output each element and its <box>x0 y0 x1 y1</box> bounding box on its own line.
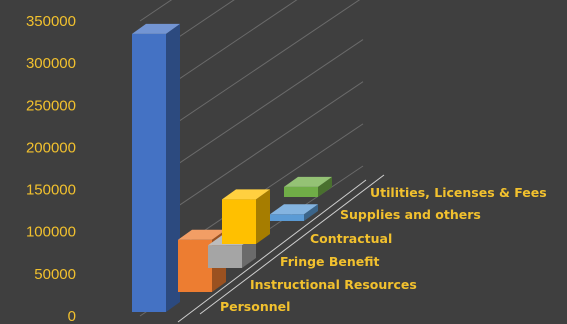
floor-front-edge <box>177 179 367 323</box>
bar-front <box>270 214 304 221</box>
bar-side <box>256 189 270 244</box>
y-tick-label: 200000 <box>26 139 76 156</box>
y-tick-label: 250000 <box>26 97 76 114</box>
bar-top <box>222 189 270 200</box>
y-tick-label: 350000 <box>26 13 76 30</box>
category-label: Utilities, Licenses & Fees <box>370 185 547 200</box>
bar-side <box>166 23 180 312</box>
bar-top <box>132 23 180 34</box>
bar <box>132 23 180 312</box>
category-label: Personnel <box>220 299 290 314</box>
category-label: Instructional Resources <box>250 277 417 292</box>
bar-front <box>132 33 166 312</box>
y-tick-label: 0 <box>68 308 76 324</box>
bars <box>132 23 332 312</box>
bar-front <box>178 239 212 292</box>
y-tick-label: 100000 <box>26 224 76 241</box>
y-tick-label: 50000 <box>34 266 76 283</box>
y-axis: 0 50000 100000 150000 200000 250000 300000 3500… <box>26 13 76 324</box>
bar-top <box>284 176 332 187</box>
bar-front <box>208 245 242 268</box>
category-label: Contractual <box>310 231 392 246</box>
bar <box>270 204 318 221</box>
category-label: Supplies and others <box>340 207 481 222</box>
category-labels: Personnel Instructional Resources Fringe B… <box>220 185 547 314</box>
bar <box>222 189 270 244</box>
gridline <box>139 0 173 22</box>
bar-side <box>304 204 318 221</box>
bar-front <box>284 186 318 197</box>
y-tick-label: 300000 <box>26 55 76 72</box>
floor-back-edge <box>199 174 385 315</box>
category-label: Fringe Benefit <box>280 254 380 269</box>
bar-front <box>222 199 256 244</box>
bar-top <box>178 229 226 240</box>
y-tick-label: 150000 <box>26 182 76 199</box>
bar-side <box>318 176 332 197</box>
bar-top <box>270 204 318 215</box>
chart-floor <box>177 174 385 323</box>
bar <box>284 176 332 197</box>
